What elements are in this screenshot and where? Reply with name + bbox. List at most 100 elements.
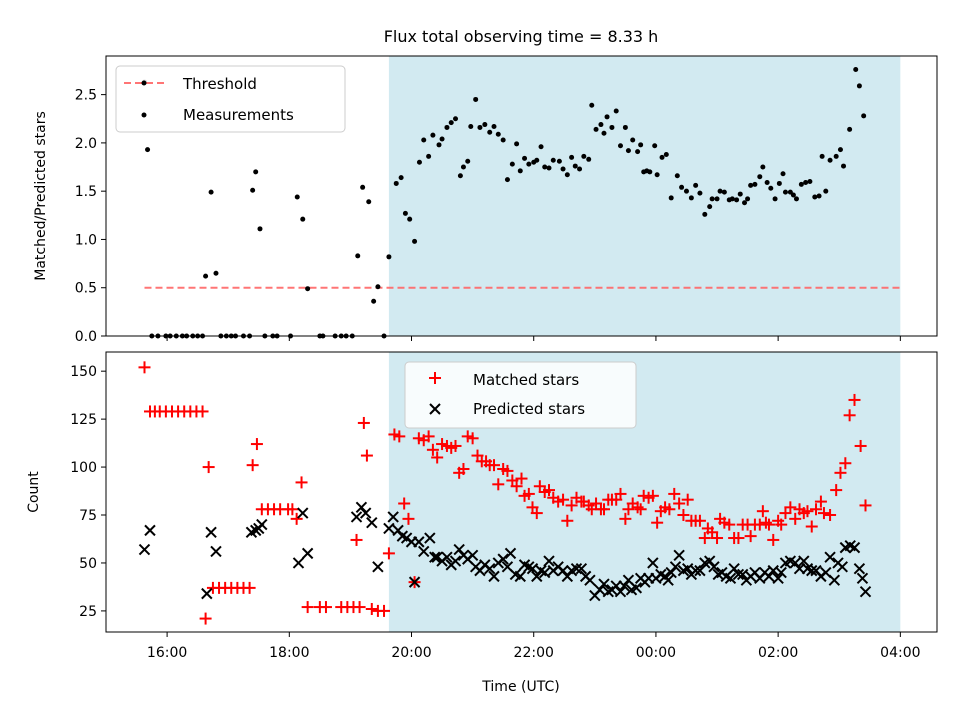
measurement-point	[473, 96, 479, 102]
measurement-point	[697, 190, 703, 196]
top-y-tick-label: 1.5	[75, 184, 97, 200]
predicted-star-point	[853, 563, 866, 575]
measurement-point	[500, 137, 506, 143]
matched-star-point	[250, 438, 263, 451]
matched-stars-series	[138, 361, 872, 625]
measurement-point	[482, 122, 488, 128]
top-y-tick-label: 2.5	[75, 88, 97, 104]
measurement-point	[861, 113, 867, 119]
matched-star-point	[830, 484, 843, 497]
measurement-point	[250, 187, 256, 193]
predicted-star-point	[614, 586, 627, 598]
measurement-point	[617, 143, 623, 149]
measurement-point	[421, 137, 427, 143]
matched-star-point	[693, 514, 706, 527]
bottom-x-tick-label: 16:00	[147, 645, 187, 661]
measurement-point	[776, 180, 782, 186]
measurement-point	[393, 180, 399, 186]
measurement-point	[630, 137, 636, 143]
predicted-star-point	[724, 572, 737, 585]
measurement-point	[780, 171, 786, 177]
measurement-point	[668, 195, 674, 201]
bottom-x-tick-label: 20:00	[391, 645, 431, 661]
predicted-star-point	[732, 568, 745, 581]
measurement-point	[709, 196, 715, 202]
measurement-point	[748, 182, 754, 188]
bottom-y-axis-label: Count	[26, 471, 42, 513]
matched-star-point	[775, 518, 788, 531]
measurement-point	[714, 196, 720, 202]
predicted-star-point	[689, 564, 702, 577]
matched-star-point	[286, 503, 299, 516]
predicted-star-point	[665, 566, 677, 579]
predicted-star-point	[466, 549, 479, 561]
bottom-y-tick-label: 50	[79, 556, 97, 572]
predicted-star-point	[449, 555, 462, 567]
predicted-star-point	[383, 522, 395, 535]
matched-star-point	[492, 478, 505, 491]
matched-star-point	[561, 514, 574, 527]
predicted-star-point	[630, 582, 643, 594]
matched-star-point	[530, 507, 543, 520]
measurement-point	[402, 210, 408, 216]
matched-star-point	[426, 443, 439, 456]
predicted-star-point	[301, 547, 314, 560]
measurement-point	[491, 123, 497, 129]
measurement-point	[734, 197, 740, 203]
predicted-star-point	[561, 570, 574, 583]
measurement-point	[203, 273, 209, 279]
matched-star-point	[378, 604, 391, 617]
top-y-tick-label: 2.0	[75, 136, 97, 152]
predicted-star-point	[828, 574, 841, 586]
predicted-star-point	[504, 547, 517, 560]
predicted-star-point	[859, 586, 872, 598]
predicted-star-point	[359, 507, 372, 519]
matched-star-point	[138, 361, 151, 374]
matched-star-point	[848, 393, 861, 406]
matched-legend-label: Matched stars	[473, 371, 579, 389]
matched-star-point	[557, 493, 570, 506]
matched-star-point	[449, 439, 462, 452]
predicted-star-point	[453, 543, 465, 556]
measurement-point	[448, 120, 454, 126]
measurement-point	[625, 148, 631, 154]
measurement-point	[768, 185, 774, 191]
measurement-point	[366, 199, 372, 205]
measurement-point	[546, 165, 552, 171]
matched-star-point	[668, 487, 681, 500]
bottom-x-tick-label: 22:00	[514, 645, 554, 661]
measurement-point	[729, 196, 735, 202]
predicted-star-point	[798, 555, 810, 567]
matched-star-point	[673, 497, 686, 510]
measurement-point	[550, 157, 556, 163]
matched-star-point	[839, 457, 852, 470]
top-chart-title: Flux total observing time = 8.33 h	[384, 27, 659, 46]
matched-star-point	[350, 533, 363, 546]
top-legend: Threshold Measurements	[115, 65, 346, 133]
measurement-point	[679, 184, 685, 190]
matched-star-point	[295, 476, 308, 489]
matched-star-point	[651, 516, 664, 529]
predicted-star-point	[673, 549, 685, 561]
matched-star-point	[360, 449, 373, 462]
measurement-point	[586, 156, 592, 162]
matched-star-point	[466, 432, 479, 445]
measurement-point	[522, 155, 528, 161]
predicted-star-point	[256, 518, 268, 531]
predicted-star-point	[543, 555, 555, 567]
measurement-point	[752, 181, 758, 187]
predicted-star-point	[539, 566, 551, 579]
measurement-point	[688, 195, 694, 201]
measurement-point	[790, 192, 796, 198]
matched-star-point	[501, 464, 514, 477]
measurement-point	[823, 188, 829, 194]
measurement-point	[569, 154, 575, 160]
predicted-legend-marker	[429, 403, 441, 415]
predicted-star-point	[557, 564, 569, 577]
measurement-point	[601, 130, 607, 136]
matched-star-point	[805, 520, 818, 533]
bottom-legend-box	[404, 361, 637, 429]
matched-star-point	[382, 547, 395, 560]
matched-star-point	[422, 430, 435, 443]
